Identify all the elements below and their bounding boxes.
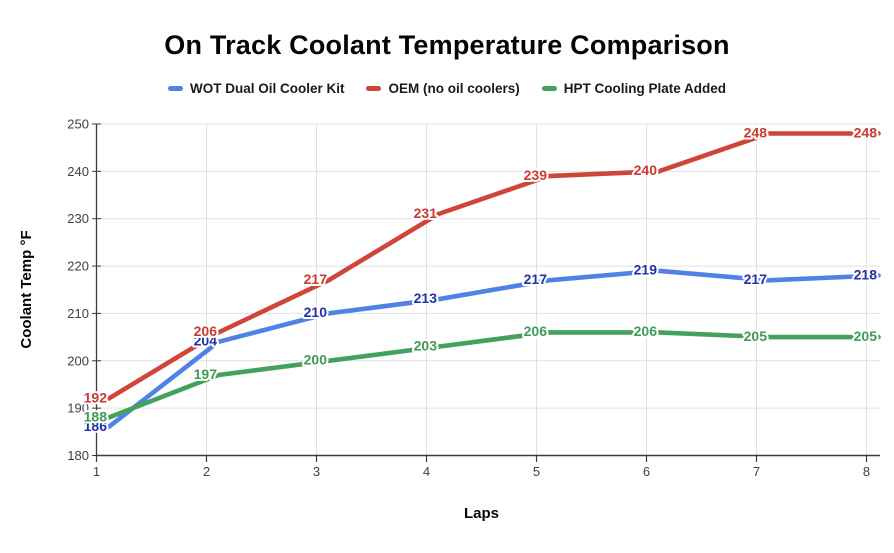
svg-text:206: 206 <box>524 323 548 339</box>
axis-titles: Laps Coolant Temp °F <box>18 230 499 522</box>
svg-text:205: 205 <box>744 328 768 344</box>
legend-label: OEM (no oil coolers) <box>388 81 520 96</box>
series-line-wot-dual-oil-cooler-kit <box>106 268 881 430</box>
svg-text:217: 217 <box>524 271 548 287</box>
svg-text:219: 219 <box>634 262 658 278</box>
svg-text:4: 4 <box>423 464 430 479</box>
svg-text:217: 217 <box>304 271 328 287</box>
svg-text:8: 8 <box>863 464 870 479</box>
series-line-oem-no-oil-coolers <box>106 131 881 402</box>
svg-text:217: 217 <box>744 271 768 287</box>
svg-text:6: 6 <box>643 464 650 479</box>
svg-text:2: 2 <box>203 464 210 479</box>
chart-title: On Track Coolant Temperature Comparison <box>164 30 730 60</box>
chart-legend: WOT Dual Oil Cooler Kit OEM (no oil cool… <box>0 81 894 96</box>
legend-swatch-blue-icon <box>167 86 183 91</box>
svg-text:240: 240 <box>634 162 658 178</box>
data-labels-hpt-cooling-plate-added: 188 197 200 203 206 206 205 205 <box>82 321 880 426</box>
svg-text:1: 1 <box>93 464 100 479</box>
legend-label: HPT Cooling Plate Added <box>563 81 727 96</box>
svg-text:188: 188 <box>84 408 108 424</box>
svg-text:231: 231 <box>414 205 438 221</box>
data-labels-oem-no-oil-coolers: 192 206 217 231 239 240 248 248 <box>82 122 880 407</box>
svg-text:210: 210 <box>304 304 328 320</box>
legend-label: WOT Dual Oil Cooler Kit <box>189 81 345 96</box>
svg-text:220: 220 <box>67 259 89 274</box>
legend-item-hpt-cooling-plate-added: HPT Cooling Plate Added <box>541 81 727 96</box>
svg-text:7: 7 <box>753 464 760 479</box>
svg-text:200: 200 <box>304 352 328 368</box>
svg-text:213: 213 <box>414 290 438 306</box>
svg-text:5: 5 <box>533 464 540 479</box>
data-labels-wot-dual-oil-cooler-kit: 186 204 210 213 217 219 217 218 <box>82 260 880 436</box>
svg-text:240: 240 <box>67 164 89 179</box>
legend-swatch-red-icon <box>366 86 382 91</box>
svg-text:210: 210 <box>67 306 89 321</box>
svg-text:206: 206 <box>194 323 218 339</box>
svg-text:192: 192 <box>84 389 108 405</box>
svg-text:218: 218 <box>854 266 878 282</box>
svg-text:248: 248 <box>744 124 768 140</box>
svg-text:230: 230 <box>67 211 89 226</box>
svg-text:Laps: Laps <box>464 505 499 522</box>
svg-text:250: 250 <box>67 117 89 132</box>
series-line-hpt-cooling-plate-added <box>106 330 881 420</box>
gridlines <box>96 123 880 456</box>
svg-text:197: 197 <box>194 366 218 382</box>
svg-text:186: 186 <box>84 418 108 434</box>
svg-text:190: 190 <box>67 401 89 416</box>
svg-text:205: 205 <box>854 328 878 344</box>
legend-swatch-green-icon <box>541 86 557 91</box>
svg-text:204: 204 <box>194 333 218 349</box>
svg-text:206: 206 <box>634 323 658 339</box>
axes <box>92 123 880 462</box>
svg-text:180: 180 <box>67 448 89 463</box>
svg-text:203: 203 <box>414 337 438 353</box>
svg-text:3: 3 <box>313 464 320 479</box>
svg-text:200: 200 <box>67 353 89 368</box>
tick-labels: 180 190 200 210 220 230 240 250 1 2 3 4 5 6 7 8 <box>67 117 870 480</box>
legend-item-oem-no-oil-coolers: OEM (no oil coolers) <box>366 81 520 96</box>
legend-item-wot-dual-oil-cooler-kit: WOT Dual Oil Cooler Kit <box>167 81 345 96</box>
svg-text:248: 248 <box>854 124 878 140</box>
svg-text:239: 239 <box>524 167 548 183</box>
svg-text:Coolant Temp °F: Coolant Temp °F <box>18 230 35 348</box>
